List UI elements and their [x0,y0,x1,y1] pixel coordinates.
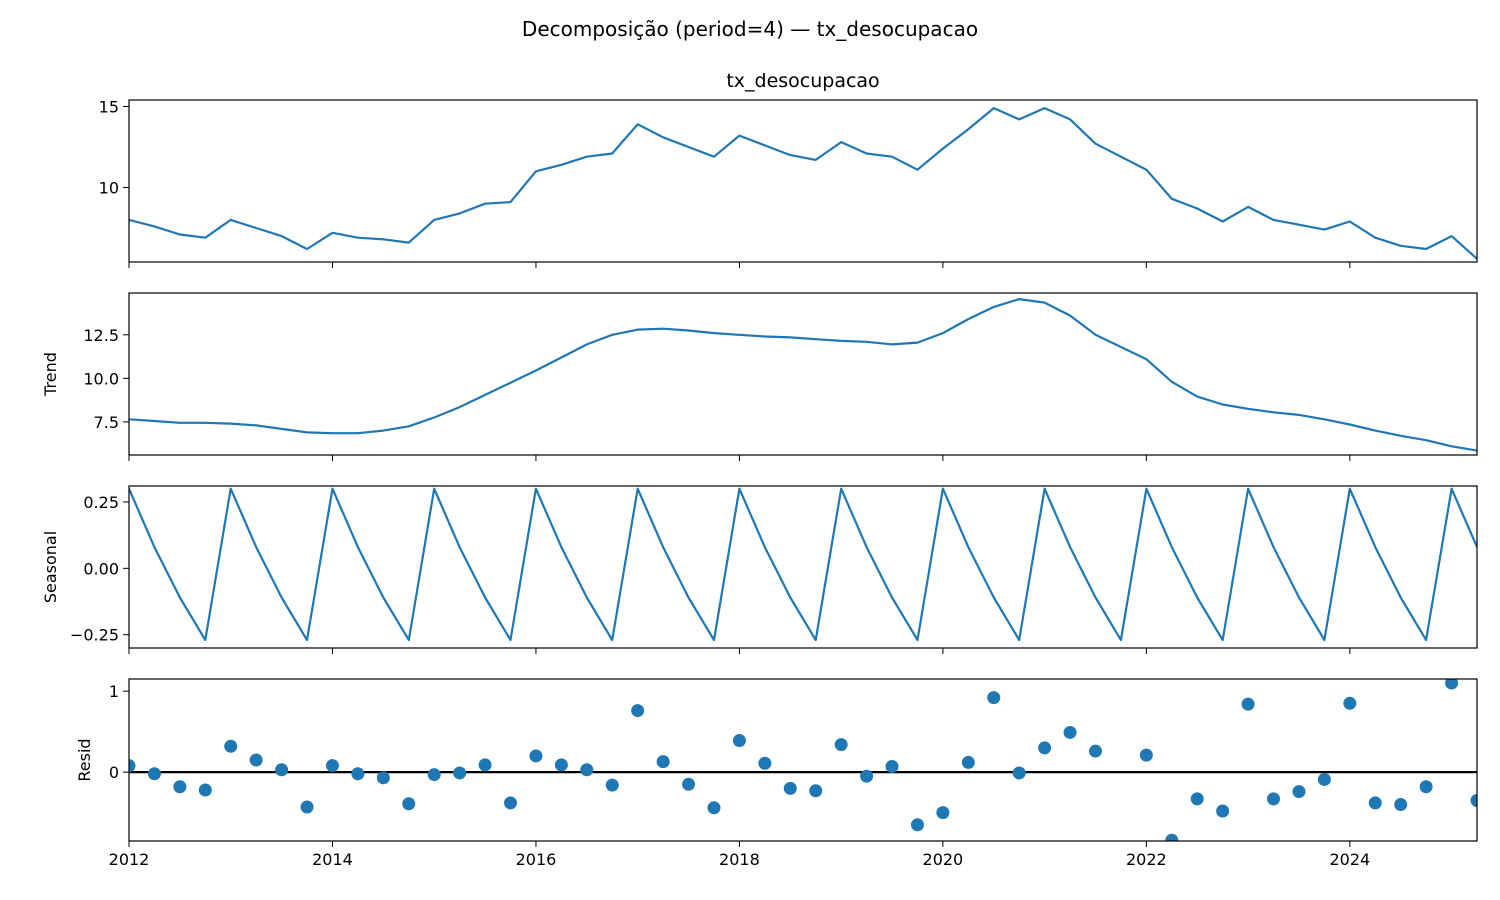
y-tick-label-resid: 1 [109,682,119,701]
resid-point [961,755,975,769]
resid-point [147,767,161,781]
y-tick-label-trend: 7.5 [94,413,119,432]
resid-point [325,759,339,773]
y-tick-label-trend: 10.0 [83,369,119,388]
resid-point [224,739,238,753]
resid-point [1368,796,1382,810]
panel-frame-resid [128,678,1478,842]
resid-point [834,738,848,752]
series-line-trend [129,298,1477,452]
resid-point [198,783,212,797]
series-line-seasonal [129,487,1477,642]
resid-point [605,778,619,792]
resid-point [554,758,568,772]
x-tick-label: 2014 [312,850,353,869]
resid-point [732,734,746,748]
resid-point [427,768,441,782]
resid-point [129,759,136,773]
resid-point [1317,772,1331,786]
y-tick-label-seasonal: 0.00 [83,559,119,578]
resid-point [1267,792,1281,806]
resid-point [1292,785,1306,799]
y-tick-label-resid: 0 [109,763,119,782]
panel-frame-observed [128,99,1478,263]
resid-point [1419,780,1433,794]
panel-frame-seasonal [128,485,1478,649]
resid-point [1012,766,1026,780]
x-tick-label: 2022 [1126,850,1167,869]
resid-point [682,777,696,791]
resid-point [1190,792,1204,806]
resid-point [453,766,467,780]
y-tick-label-seasonal: 0.25 [83,493,119,512]
resid-point [1063,725,1077,739]
resid-point [1241,697,1255,711]
y-axis-label-trend: Trend [41,352,60,397]
resid-point [173,780,187,794]
panel-title-observed: tx_desocupacao [726,70,879,92]
resid-point [1038,741,1052,755]
resid-point [402,797,416,811]
resid-point [376,771,390,785]
resid-point [580,763,594,777]
resid-point [351,767,365,781]
resid-point [478,758,492,772]
resid-point [1165,833,1179,841]
resid-point [783,781,797,795]
y-axis-label-resid: Resid [75,738,94,781]
resid-point [910,818,924,832]
resid-point [758,756,772,770]
y-tick-label-trend: 12.5 [83,326,119,345]
resid-point [275,763,289,777]
x-tick-label: 2024 [1329,850,1370,869]
resid-point [249,753,263,767]
resid-point [656,755,670,769]
resid-point [936,806,950,820]
resid-point [885,759,899,773]
resid-point [1216,804,1230,818]
y-tick-label-observed: 10 [99,178,119,197]
x-tick-label: 2012 [109,850,150,869]
resid-point [300,800,314,814]
resid-point [860,769,874,783]
x-tick-label: 2018 [719,850,760,869]
resid-point [1394,798,1408,812]
figure-title: Decomposição (period=4) — tx_desocupacao [522,17,978,41]
resid-point [1470,794,1477,807]
x-tick-label: 2016 [516,850,557,869]
resid-point [987,691,1001,705]
series-line-observed [129,106,1477,260]
resid-point [1343,696,1357,710]
resid-point [631,704,645,718]
resid-point [1445,679,1459,690]
resid-point [707,801,721,815]
panel-frame-trend [128,292,1478,456]
resid-point [504,796,518,810]
y-tick-label-observed: 15 [99,97,119,116]
resid-point [1088,744,1102,758]
resid-point [1139,748,1153,762]
resid-point [809,784,823,798]
y-tick-label-seasonal: −0.25 [70,626,119,645]
resid-point [529,749,543,763]
y-axis-label-seasonal: Seasonal [41,531,60,603]
x-tick-label: 2020 [923,850,964,869]
